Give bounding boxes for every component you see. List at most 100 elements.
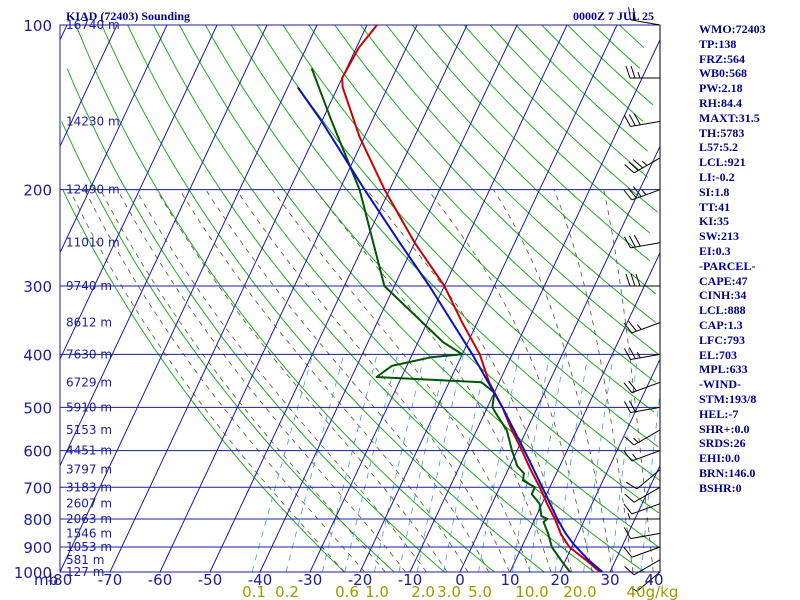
- wind-barb-flag: [623, 322, 633, 334]
- dry-adiabat: [360, 24, 657, 323]
- height-label: 11010 m: [66, 236, 120, 250]
- index-22: EL:703: [699, 347, 738, 362]
- mixing-ratio-line: [583, 354, 614, 573]
- wind-barb-flag: [628, 347, 636, 359]
- pressure-label: 1000: [14, 564, 52, 582]
- height-label: 12490 m: [66, 183, 120, 197]
- pressure-label: 200: [23, 182, 52, 200]
- wind-barb-flag: [623, 546, 633, 558]
- pressure-label: 300: [23, 278, 52, 296]
- temperature-tick-label: 0: [455, 571, 465, 589]
- mixing-ratio-line: [554, 354, 589, 573]
- wind-barb-shaft: [630, 532, 661, 540]
- wind-barb-19: [625, 65, 661, 79]
- index-15: EI:0.3: [699, 243, 731, 258]
- wind-barb-flag: [628, 187, 637, 199]
- isotherm: [159, 24, 418, 573]
- wind-barb-5: [623, 503, 661, 515]
- wind-barb-2: [623, 546, 661, 558]
- index-1: TP:138: [699, 36, 737, 51]
- dry-adiabat: [437, 24, 651, 234]
- wind-barb-flag: [632, 159, 644, 169]
- wind-barb-flag: [628, 161, 639, 171]
- index-26: HEL:-7: [699, 406, 739, 421]
- height-label: 4451 m: [66, 444, 112, 458]
- wind-barb-flag: [624, 566, 635, 576]
- wind-barb-0: [631, 571, 661, 592]
- mixing-ratio-line: [443, 354, 488, 573]
- index-12: TT:41: [699, 199, 731, 214]
- dry-adiabat: [230, 24, 661, 481]
- dry-adiabat: [411, 24, 651, 262]
- wind-barb-half: [631, 587, 638, 592]
- wind-barbs: [623, 7, 661, 592]
- wind-barb-12: [623, 347, 661, 360]
- dry-adiabat: [334, 24, 659, 355]
- wind-barb-9: [624, 429, 661, 446]
- index-28: SRDS:26: [699, 436, 746, 451]
- pressure-label: 900: [23, 539, 52, 557]
- index-29: EHI:0.0: [699, 451, 741, 466]
- isotherm: [59, 24, 218, 360]
- dry-adiabat: [61, 121, 395, 573]
- wind-barb-half: [637, 71, 641, 79]
- wind-barb-flag: [624, 436, 635, 446]
- wind-barb-16: [623, 186, 661, 201]
- wind-barb-20: [628, 7, 661, 26]
- temperature-tick-label: -60: [148, 571, 173, 589]
- moist-adiabat: [117, 189, 407, 573]
- dry-adiabat: [256, 24, 659, 448]
- isotherm: [559, 358, 661, 573]
- wind-barb-shaft: [631, 546, 661, 558]
- mixing-ratio-label: 5.0: [468, 583, 492, 600]
- wind-barb-flag: [633, 113, 641, 126]
- height-label: 1546 m: [66, 526, 112, 540]
- pressure-label: 700: [23, 479, 52, 497]
- isotherm: [109, 24, 368, 573]
- temperature-tick-label: -70: [98, 571, 123, 589]
- mixing-ratio-label: 0.6: [335, 583, 359, 600]
- temperature-tick-label: 20: [550, 571, 569, 589]
- isotherm: [59, 24, 268, 466]
- index-23: MPL:633: [699, 362, 748, 377]
- wind-barb-half: [636, 324, 642, 330]
- height-label: 14230 m: [66, 114, 120, 128]
- isotherm: [509, 252, 661, 573]
- height-label: 581 m: [66, 553, 104, 567]
- wind-barb-flag: [623, 450, 633, 462]
- wind-barb-flag: [633, 234, 641, 247]
- wind-barb-flag: [625, 65, 631, 79]
- wind-barb-flag: [628, 7, 631, 20]
- height-label: 5910 m: [66, 400, 112, 414]
- wind-barb-8: [623, 450, 661, 462]
- moist-adiabat: [271, 189, 531, 573]
- wind-barb-17: [624, 157, 661, 174]
- wind-barb-flag: [624, 493, 635, 503]
- index-16: -PARCEL-: [699, 258, 756, 273]
- height-label: 6729 m: [66, 375, 112, 389]
- index-24: -WIND-: [699, 377, 741, 392]
- index-3: WB0:568: [699, 66, 747, 81]
- wind-barb-flag: [623, 503, 633, 515]
- mixing-ratio-label: 40: [626, 583, 645, 600]
- wind-barb-flag: [623, 236, 631, 249]
- wind-barb-shaft: [633, 157, 661, 174]
- wind-barb-3: [623, 527, 661, 540]
- index-14: SW:213: [699, 229, 740, 244]
- index-4: PW:2.18: [699, 81, 743, 96]
- height-label: 16740 m: [66, 18, 120, 32]
- wind-barb-shaft: [631, 503, 661, 515]
- dry-adiabat: [282, 24, 655, 413]
- wind-barb-11: [623, 380, 661, 394]
- height-label: 2607 m: [66, 497, 112, 511]
- index-0: WMO:72403: [699, 22, 766, 36]
- index-13: KI:35: [699, 214, 729, 229]
- dry-adiabat: [567, 24, 654, 106]
- dry-adiabat: [515, 24, 648, 152]
- wind-barb-half: [641, 189, 647, 196]
- mixing-ratio-label: 1.0: [365, 583, 389, 600]
- index-9: LCL:921: [699, 155, 746, 170]
- wind-barb-half: [633, 437, 639, 443]
- pressure-label: 500: [23, 399, 52, 417]
- index-30: BRN:146.0: [699, 465, 756, 480]
